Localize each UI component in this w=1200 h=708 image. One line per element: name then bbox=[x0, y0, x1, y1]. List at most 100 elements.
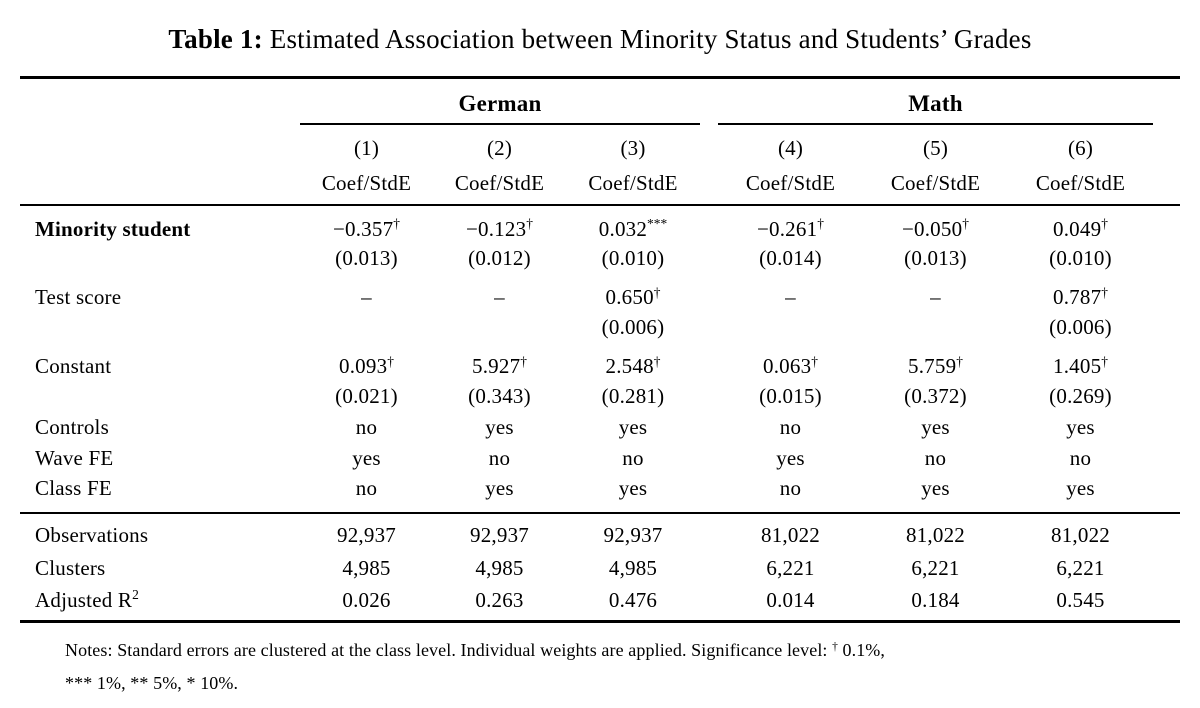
stat-cell: 6,221 bbox=[766, 555, 815, 580]
se-cell: (0.372) bbox=[904, 384, 967, 408]
coef-cell: 5.927† bbox=[433, 343, 566, 382]
stat-cell: 81,022 bbox=[906, 523, 965, 547]
table-row-clusters: Clusters 4,985 4,985 4,985 6,221 6,221 6… bbox=[20, 552, 1180, 585]
significance-marker: † bbox=[1101, 353, 1108, 369]
coef-value: – bbox=[930, 285, 941, 309]
stat-cell: 0.014 bbox=[718, 584, 863, 623]
significance-marker: † bbox=[962, 216, 969, 232]
coef-cell: 5.759† bbox=[863, 343, 1008, 382]
se-cell: (0.006) bbox=[601, 315, 665, 339]
toggle-cell: yes bbox=[863, 473, 1008, 514]
table-title-text: Estimated Association between Minority S… bbox=[262, 24, 1032, 54]
toggle-cell: no bbox=[779, 414, 802, 439]
se-cell bbox=[863, 313, 1008, 343]
group-gap-cell bbox=[700, 274, 718, 313]
spacer-cell bbox=[1153, 163, 1180, 206]
coef-value: – bbox=[494, 285, 505, 309]
spacer-cell bbox=[1153, 244, 1180, 274]
group-gap-cell bbox=[700, 343, 718, 382]
significance-marker: † bbox=[653, 353, 661, 369]
table-caption: Table 1: Estimated Association between M… bbox=[0, 0, 1200, 56]
toggle-cell: no bbox=[1069, 445, 1092, 470]
se-cell: (0.010) bbox=[601, 246, 665, 270]
dagger-marker: † bbox=[832, 640, 838, 653]
significance-marker: † bbox=[393, 216, 400, 232]
coef-cell: −0.357† bbox=[300, 205, 433, 244]
coef-cell: 0.787† bbox=[1008, 274, 1153, 313]
table-notes: Notes: Standard errors are clustered at … bbox=[65, 635, 1145, 698]
coef-cell: 0.093† bbox=[300, 343, 433, 382]
se-cell: (0.343) bbox=[468, 384, 531, 408]
stat-cell: 81,022 bbox=[761, 523, 820, 547]
empty-cell bbox=[20, 163, 300, 206]
toggle-cell: no bbox=[718, 473, 863, 514]
empty-cell bbox=[20, 78, 300, 124]
empty-cell bbox=[20, 244, 300, 274]
coef-cell: −0.261† bbox=[718, 205, 863, 244]
spacer-cell bbox=[1153, 205, 1180, 244]
table-row-adjusted-r2: Adjusted R2 0.026 0.263 0.476 0.014 0.18… bbox=[20, 584, 1180, 623]
column-subheader: Coef/StdE bbox=[300, 163, 433, 206]
spacer-cell bbox=[1153, 274, 1180, 313]
coef-value: 5.759 bbox=[908, 354, 957, 378]
regression-table: German Math (1) (2) (3) (4) (5) (6) Coef… bbox=[20, 76, 1180, 623]
table-row-class-fe: Class FE no yes yes no yes yes bbox=[20, 473, 1180, 514]
column-number: (3) bbox=[620, 135, 646, 160]
superscript-2: 2 bbox=[132, 587, 139, 603]
se-cell: (0.015) bbox=[759, 384, 822, 408]
toggle-cell: no bbox=[488, 445, 511, 470]
group-gap-cell bbox=[700, 124, 718, 164]
stat-cell: 0.184 bbox=[863, 584, 1008, 623]
column-subheader: Coef/StdE bbox=[566, 163, 700, 206]
empty-cell bbox=[20, 124, 300, 164]
significance-marker: † bbox=[956, 353, 963, 369]
coef-value: 0.032 bbox=[598, 216, 648, 241]
coef-value: 5.927 bbox=[472, 354, 521, 378]
toggle-cell: no bbox=[924, 445, 947, 470]
column-subheader: Coef/StdE bbox=[1008, 163, 1153, 206]
group-gap-cell bbox=[700, 244, 718, 274]
spacer-cell bbox=[1153, 584, 1180, 623]
coef-cell: 1.405† bbox=[1008, 343, 1153, 382]
toggle-cell: yes bbox=[1066, 414, 1095, 439]
coef-cell: 0.650† bbox=[566, 274, 700, 313]
row-label: Clusters bbox=[35, 555, 106, 580]
se-cell bbox=[433, 313, 566, 343]
coef-value: −0.050 bbox=[901, 216, 963, 241]
coef-value: 2.548 bbox=[605, 354, 654, 378]
group-gap-cell bbox=[700, 473, 718, 514]
group-gap-cell bbox=[700, 552, 718, 585]
table-row-testscore-coef: Test score – – 0.650† – – 0.787† bbox=[20, 274, 1180, 313]
toggle-cell: yes bbox=[618, 414, 648, 439]
significance-marker: † bbox=[520, 353, 527, 369]
table-row-testscore-se: (0.006) (0.006) bbox=[20, 313, 1180, 343]
significance-marker: † bbox=[1101, 284, 1108, 300]
coef-cell: – bbox=[863, 274, 1008, 313]
spacer-cell bbox=[1153, 313, 1180, 343]
row-label: Constant bbox=[35, 354, 112, 378]
se-cell: (0.013) bbox=[904, 246, 967, 270]
toggle-cell: no bbox=[355, 414, 378, 439]
toggle-cell: yes bbox=[485, 414, 514, 439]
table-row-constant-se: (0.021) (0.343) (0.281) (0.015) (0.372) … bbox=[20, 382, 1180, 412]
spacer-cell bbox=[1153, 343, 1180, 382]
column-subheader: Coef/StdE bbox=[718, 163, 863, 206]
row-label-text: Adjusted R bbox=[35, 587, 133, 612]
group-gap-cell bbox=[700, 412, 718, 443]
group-gap-cell bbox=[700, 584, 718, 623]
table-row-wave-fe: Wave FE yes no no yes no no bbox=[20, 443, 1180, 474]
group-header-german: German bbox=[300, 77, 700, 125]
stat-cell: 6,221 bbox=[1056, 555, 1105, 580]
stat-cell: 0.026 bbox=[300, 584, 433, 623]
se-cell: (0.014) bbox=[759, 246, 822, 270]
se-cell bbox=[718, 313, 863, 343]
toggle-cell: no bbox=[300, 473, 433, 514]
coef-cell: – bbox=[433, 274, 566, 313]
row-label: Observations bbox=[35, 523, 149, 547]
se-cell: (0.013) bbox=[335, 246, 398, 270]
notes-line2: *** 1%, ** 5%, * 10%. bbox=[65, 673, 239, 693]
stat-cell: 81,022 bbox=[1051, 523, 1110, 547]
row-label: Minority student bbox=[35, 216, 191, 241]
column-number: (5) bbox=[922, 135, 949, 160]
coef-value: 0.049 bbox=[1053, 216, 1102, 241]
